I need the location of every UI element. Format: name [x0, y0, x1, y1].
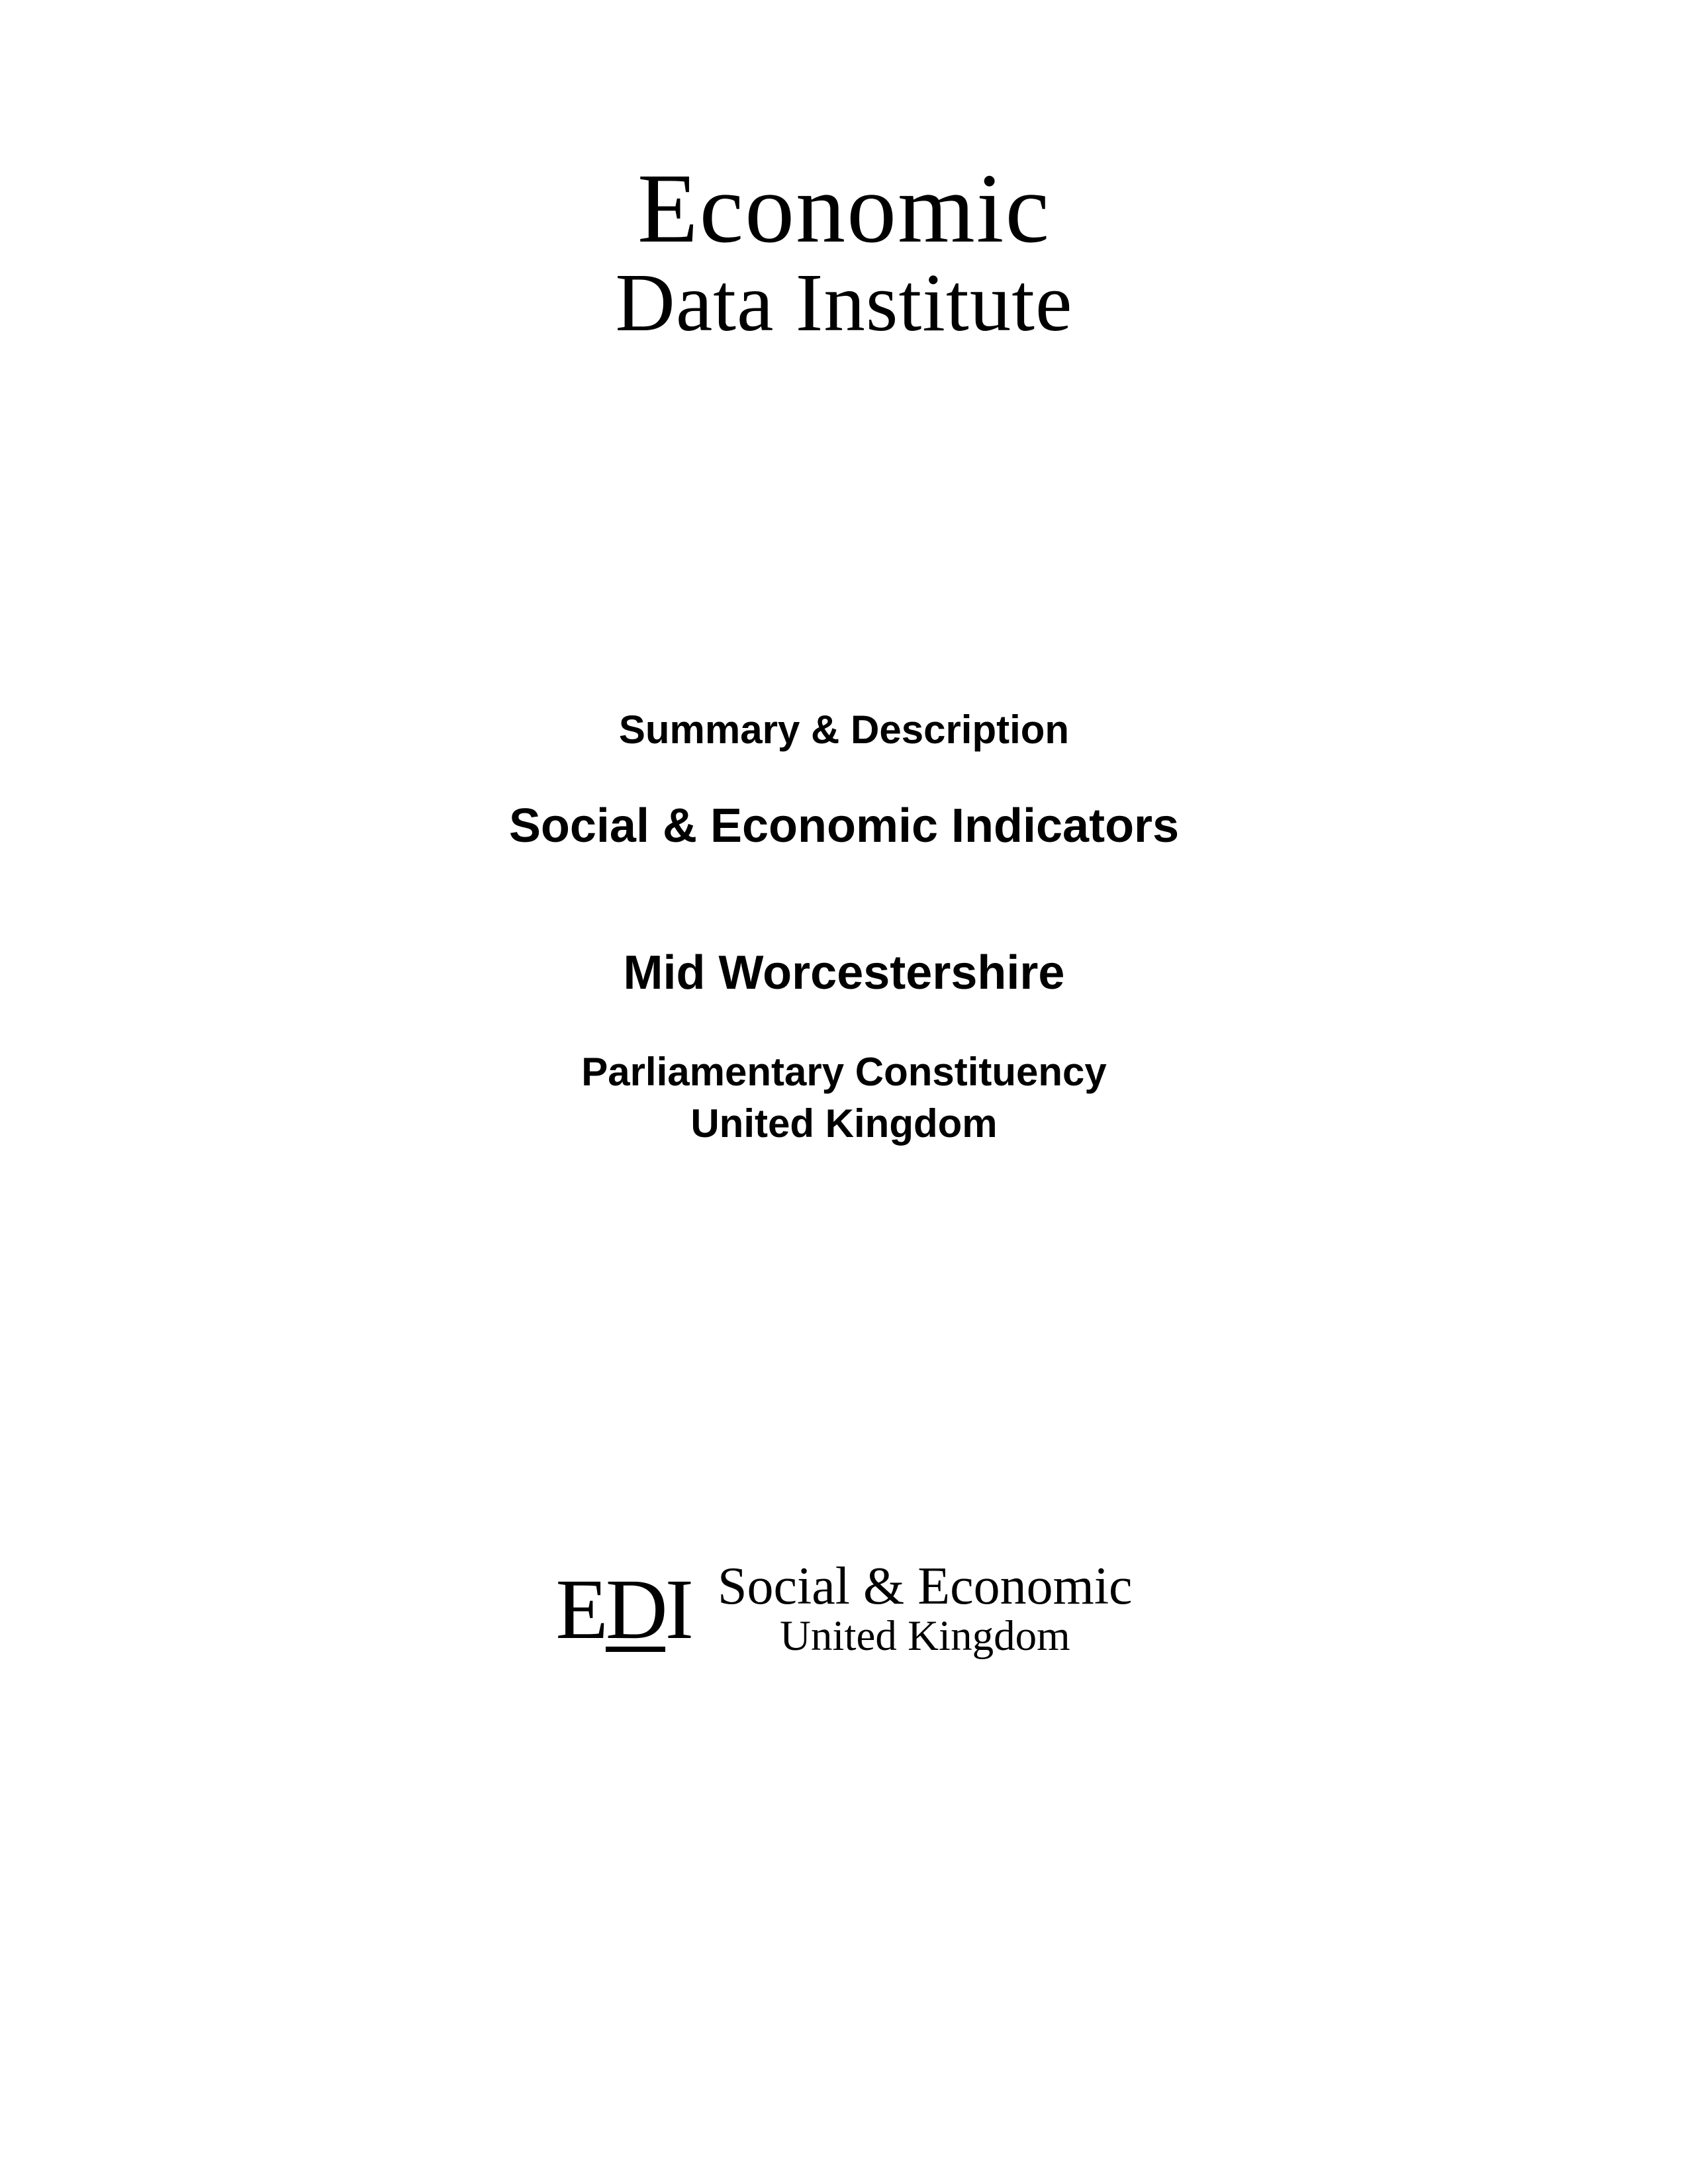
document-title: Social & Economic Indicators	[509, 799, 1179, 853]
subtitle-line2: United Kingdom	[509, 1098, 1179, 1150]
top-logo: Economic Data Institute	[616, 159, 1073, 349]
edi-letter-e: E	[555, 1560, 605, 1659]
edi-letter-i: I	[665, 1560, 691, 1659]
subtitle-line1: Parliamentary Constituency	[509, 1046, 1179, 1098]
content-section: Summary & Description Social & Economic …	[509, 707, 1179, 1150]
region-name: Mid Worcestershire	[509, 946, 1179, 1000]
document-page: Economic Data Institute Summary & Descri…	[0, 0, 1688, 2184]
summary-heading: Summary & Description	[509, 707, 1179, 752]
bottom-logo-line1: Social & Economic	[718, 1560, 1133, 1613]
bottom-logo-text: Social & Economic United Kingdom	[718, 1560, 1133, 1661]
top-logo-line1: Economic	[616, 159, 1073, 258]
top-logo-line2: Data Institute	[616, 258, 1073, 349]
edi-letter-d: D	[606, 1573, 665, 1652]
bottom-logo-line2: United Kingdom	[718, 1613, 1133, 1661]
bottom-logo: EDI Social & Economic United Kingdom	[555, 1560, 1132, 1661]
edi-logo-mark: EDI	[555, 1560, 691, 1659]
